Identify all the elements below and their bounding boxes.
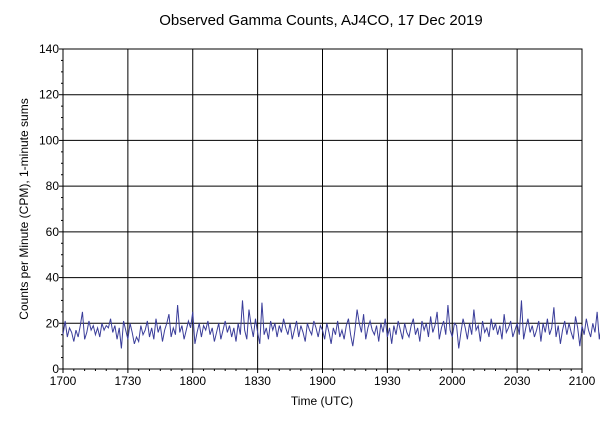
x-tick-label: 1830 xyxy=(244,374,271,388)
y-tick-label: 60 xyxy=(46,225,60,239)
y-tick-label: 140 xyxy=(39,42,59,56)
y-tick-label: 0 xyxy=(52,362,59,376)
x-tick-label: 2100 xyxy=(569,374,596,388)
y-tick-label: 80 xyxy=(46,179,60,193)
y-tick-label: 120 xyxy=(39,88,59,102)
plot-grid xyxy=(63,49,582,369)
x-tick-label: 2030 xyxy=(504,374,531,388)
x-tick-label: 1930 xyxy=(374,374,401,388)
y-tick-label: 40 xyxy=(46,271,60,285)
x-tick-label: 2000 xyxy=(439,374,466,388)
y-tick-label: 20 xyxy=(46,316,60,330)
y-tick-label: 100 xyxy=(39,133,59,147)
x-tick-label: 1700 xyxy=(50,374,77,388)
x-tick-label: 1800 xyxy=(179,374,206,388)
y-axis-label: Counts per Minute (CPM), 1-minute sums xyxy=(17,98,31,319)
y-axis-ticks: 0 20 40 60 80 100 120 140 xyxy=(39,42,63,376)
x-axis-ticks: 1700 1730 1800 1830 1900 1930 2000 2030 2100 xyxy=(50,369,596,388)
series-layer xyxy=(62,300,600,349)
x-axis-label: Time (UTC) xyxy=(291,394,353,408)
chart-title: Observed Gamma Counts, AJ4CO, 17 Dec 201… xyxy=(159,12,483,29)
x-tick-label: 1730 xyxy=(115,374,142,388)
series-line-gamma-counts xyxy=(62,300,600,349)
x-tick-label: 1900 xyxy=(309,374,336,388)
